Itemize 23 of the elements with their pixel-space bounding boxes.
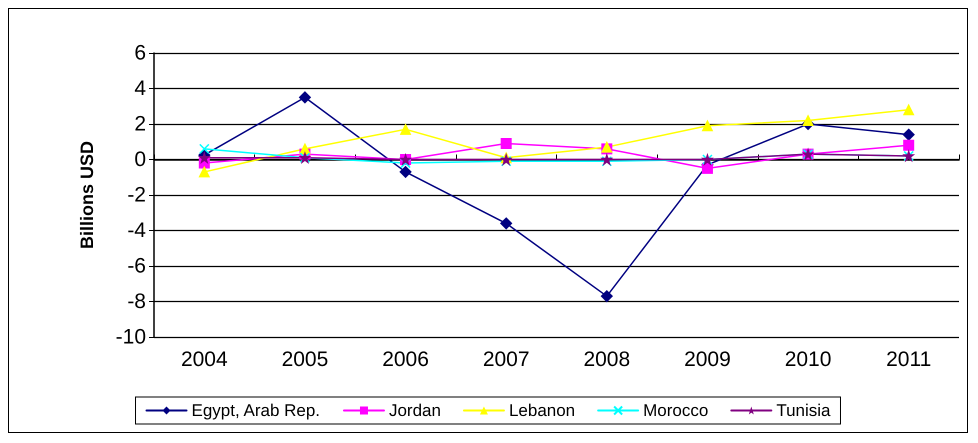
y-tick-label: 6 [134,42,146,64]
legend-label: Lebanon [508,401,576,420]
legend-label: Tunisia [776,401,832,420]
y-tick-label: 2 [134,112,146,136]
legend-label: Jordan [388,401,441,420]
x-tick-label: 2007 [482,348,530,371]
legend-label: Morocco [643,401,708,420]
y-tick-label: -10 [116,326,146,348]
y-tick-label: 0 [134,148,146,171]
y-tick-label: 4 [134,77,146,100]
x-tick-label: 2008 [583,348,630,371]
x-tick-label: 2011 [886,348,932,371]
y-tick-label: -4 [127,219,146,242]
x-tick-label: 2005 [282,348,328,371]
legend-label: Egypt, Arab Rep. [192,401,320,420]
x-tick-label: 2009 [684,348,731,371]
y-tick-label: -2 [127,184,146,206]
y-axis-title: Billions USD [77,140,97,250]
x-tick-label: 2006 [382,348,429,371]
y-tick-label: -6 [127,254,146,278]
y-tick-label: -8 [127,290,146,313]
x-tick-label: 2010 [784,348,832,371]
x-tick-label: 2004 [180,348,228,371]
